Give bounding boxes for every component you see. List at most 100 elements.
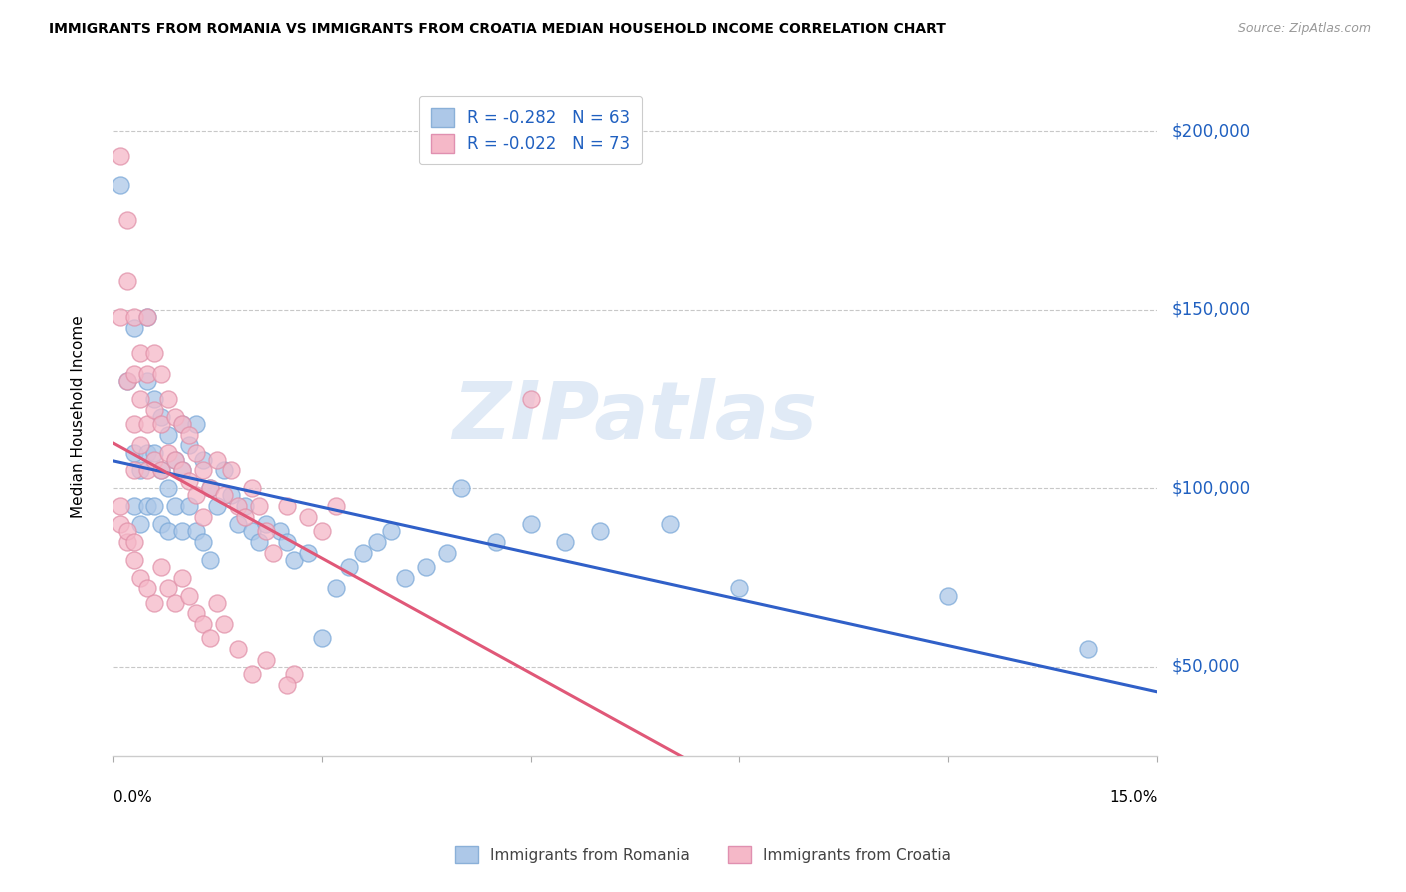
- Point: [311, 524, 333, 539]
- Point: [157, 392, 180, 406]
- Point: [658, 517, 681, 532]
- Point: [212, 488, 235, 502]
- Point: [165, 452, 187, 467]
- Point: [519, 392, 541, 406]
- Point: [193, 535, 215, 549]
- Point: [136, 463, 159, 477]
- Point: [269, 524, 291, 539]
- Point: [325, 582, 347, 596]
- Point: [297, 546, 319, 560]
- Point: [193, 509, 215, 524]
- Point: [136, 310, 159, 324]
- Point: [172, 524, 194, 539]
- Point: [143, 596, 166, 610]
- Point: [262, 546, 284, 560]
- Point: [380, 524, 402, 539]
- Point: [186, 524, 208, 539]
- Text: $100,000: $100,000: [1171, 479, 1250, 498]
- Point: [450, 481, 472, 495]
- Point: [283, 553, 305, 567]
- Point: [226, 499, 249, 513]
- Point: [247, 535, 270, 549]
- Point: [254, 653, 277, 667]
- Point: [136, 310, 159, 324]
- Point: [485, 535, 508, 549]
- Point: [179, 427, 201, 442]
- Point: [129, 463, 152, 477]
- Point: [198, 632, 221, 646]
- Point: [276, 499, 298, 513]
- Point: [394, 571, 416, 585]
- Point: [186, 445, 208, 459]
- Point: [122, 367, 145, 381]
- Text: 15.0%: 15.0%: [1109, 790, 1157, 805]
- Point: [240, 481, 263, 495]
- Point: [172, 417, 194, 431]
- Text: ZIPatlas: ZIPatlas: [453, 378, 817, 456]
- Point: [165, 499, 187, 513]
- Point: [728, 582, 751, 596]
- Point: [339, 560, 361, 574]
- Point: [172, 463, 194, 477]
- Point: [198, 553, 221, 567]
- Point: [172, 417, 194, 431]
- Point: [108, 310, 131, 324]
- Point: [172, 463, 194, 477]
- Point: [193, 452, 215, 467]
- Point: [179, 499, 201, 513]
- Point: [276, 535, 298, 549]
- Point: [115, 535, 138, 549]
- Point: [150, 367, 173, 381]
- Point: [172, 571, 194, 585]
- Point: [276, 678, 298, 692]
- Point: [129, 392, 152, 406]
- Point: [186, 607, 208, 621]
- Text: 0.0%: 0.0%: [112, 790, 152, 805]
- Point: [115, 374, 138, 388]
- Point: [136, 367, 159, 381]
- Point: [165, 452, 187, 467]
- Point: [136, 374, 159, 388]
- Point: [122, 463, 145, 477]
- Point: [366, 535, 388, 549]
- Point: [283, 667, 305, 681]
- Text: $50,000: $50,000: [1171, 658, 1240, 676]
- Point: [157, 427, 180, 442]
- Point: [311, 632, 333, 646]
- Point: [122, 417, 145, 431]
- Point: [233, 509, 256, 524]
- Point: [193, 463, 215, 477]
- Point: [325, 499, 347, 513]
- Point: [129, 438, 152, 452]
- Text: IMMIGRANTS FROM ROMANIA VS IMMIGRANTS FROM CROATIA MEDIAN HOUSEHOLD INCOME CORRE: IMMIGRANTS FROM ROMANIA VS IMMIGRANTS FR…: [49, 22, 946, 37]
- Point: [143, 345, 166, 359]
- Point: [143, 499, 166, 513]
- Point: [150, 463, 173, 477]
- Point: [122, 445, 145, 459]
- Point: [240, 524, 263, 539]
- Point: [198, 481, 221, 495]
- Text: Source: ZipAtlas.com: Source: ZipAtlas.com: [1237, 22, 1371, 36]
- Point: [165, 409, 187, 424]
- Point: [136, 445, 159, 459]
- Point: [179, 438, 201, 452]
- Legend: R = -0.282   N = 63, R = -0.022   N = 73: R = -0.282 N = 63, R = -0.022 N = 73: [419, 96, 643, 164]
- Point: [254, 517, 277, 532]
- Point: [122, 499, 145, 513]
- Point: [157, 481, 180, 495]
- Point: [129, 345, 152, 359]
- Text: $200,000: $200,000: [1171, 122, 1250, 140]
- Point: [150, 409, 173, 424]
- Point: [219, 463, 242, 477]
- Point: [1077, 642, 1099, 657]
- Y-axis label: Median Household Income: Median Household Income: [72, 316, 86, 518]
- Point: [143, 402, 166, 417]
- Point: [143, 445, 166, 459]
- Point: [219, 488, 242, 502]
- Point: [129, 517, 152, 532]
- Point: [115, 274, 138, 288]
- Point: [179, 474, 201, 488]
- Point: [193, 617, 215, 632]
- Point: [143, 452, 166, 467]
- Point: [136, 417, 159, 431]
